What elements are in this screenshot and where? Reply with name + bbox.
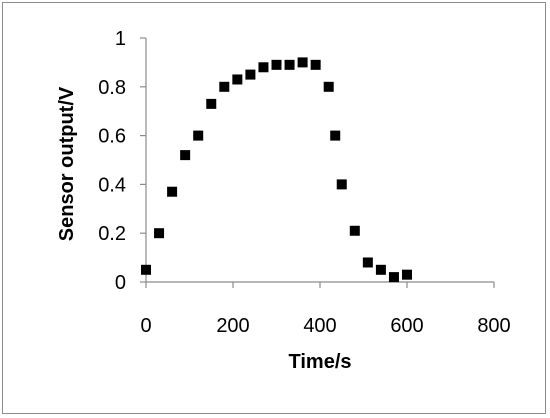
scatter-chart: 0 0.2 0.4 0.6 0.8 1 0 200 400 600 800 Time/s Senso… [56,28,511,373]
data-point [245,69,256,80]
y-tick-label: 0 [115,272,126,294]
data-point [297,57,308,68]
x-tick-label: 200 [216,315,249,337]
y-tick-label: 0.2 [98,223,126,245]
data-point [284,59,295,70]
data-point [388,272,399,283]
y-tick-label: 0.4 [98,174,126,196]
y-tick-label: 0.6 [98,126,126,148]
axes [140,37,495,288]
chart-frame: 0 0.2 0.4 0.6 0.8 1 0 200 400 600 800 Time/s Senso… [2,2,546,414]
data-point [206,98,217,109]
data-point [258,62,269,73]
data-point [330,130,341,141]
y-tick-label: 1 [115,28,126,50]
data-point [375,264,386,275]
data-point [180,150,191,161]
data-point [193,130,204,141]
data-point [336,179,347,190]
data-point [232,74,243,85]
data-point [349,225,360,236]
x-tick-label: 800 [477,315,510,337]
data-point [167,186,178,197]
data-point [402,269,412,280]
data-point [362,257,373,268]
data-points [141,57,412,283]
data-point [271,59,282,70]
data-point [323,81,334,92]
x-axis-title: Time/s [289,351,352,373]
data-point [310,59,321,70]
y-axis-title: Sensor output/V [56,86,78,241]
data-point [141,264,151,275]
tick-labels: 0 0.2 0.4 0.6 0.8 1 0 200 400 600 800 [98,28,511,337]
data-point [219,81,230,92]
x-tick-label: 400 [303,315,336,337]
data-point [154,228,165,239]
x-tick-label: 600 [390,315,423,337]
x-tick-label: 0 [140,315,151,337]
y-tick-label: 0.8 [98,77,126,99]
